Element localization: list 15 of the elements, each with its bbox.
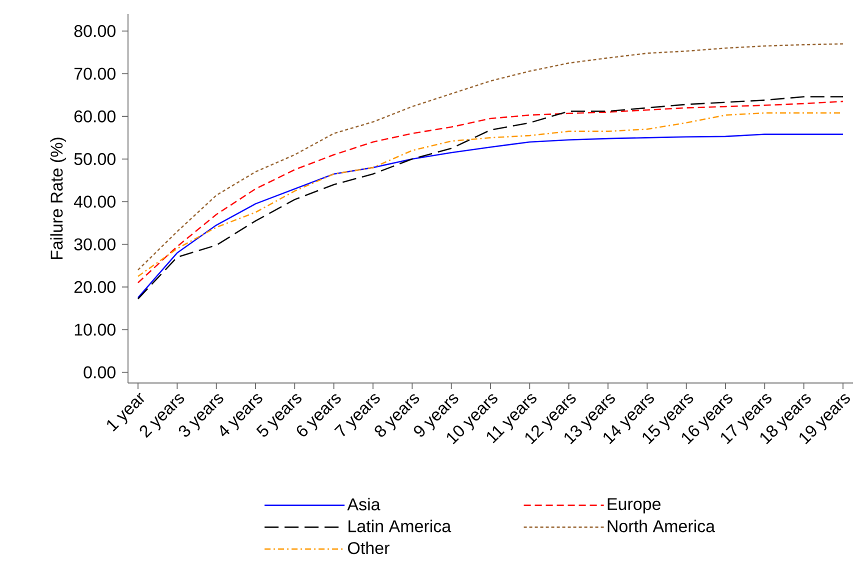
legend-label: North America <box>608 520 716 532</box>
legend-label: Asia <box>347 498 380 510</box>
legend-label: Latin America <box>348 520 452 532</box>
y-tick-label: 0.00 <box>84 366 116 378</box>
y-axis-title: Failure Rate (%) <box>50 138 66 259</box>
y-tick-label: 10.00 <box>74 324 116 336</box>
y-tick-label: 60.00 <box>74 110 116 122</box>
y-tick-label: 50.00 <box>74 153 116 166</box>
y-tick-label: 40.00 <box>74 196 116 208</box>
legend-label: Other <box>348 542 390 554</box>
y-tick-label: 20.00 <box>74 280 116 294</box>
y-tick-label: 70.00 <box>74 68 116 80</box>
legend-label: Europe <box>608 498 660 514</box>
y-tick-label: 80.00 <box>74 25 116 38</box>
y-tick-label: 30.00 <box>74 238 116 250</box>
